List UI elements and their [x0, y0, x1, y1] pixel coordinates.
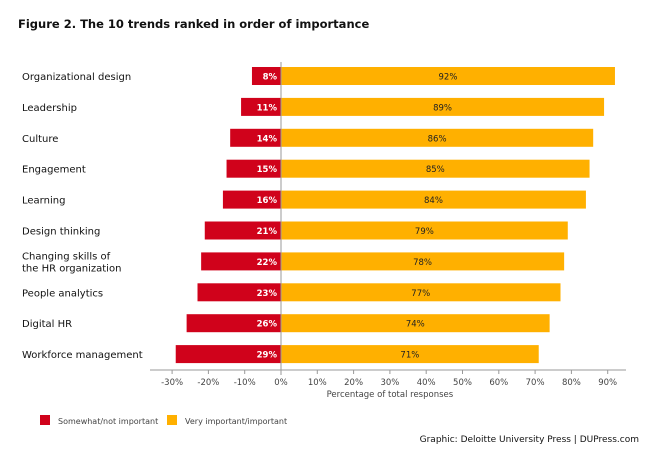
x-tick-label: -30% [161, 378, 183, 388]
bar-positive [281, 67, 615, 85]
bar-negative [251, 67, 281, 85]
bar-negative [204, 221, 281, 240]
credit: Graphic: Deloitte University Press | DUP… [419, 435, 639, 445]
value-label: 15% [257, 165, 278, 175]
value-label: 86% [428, 134, 447, 144]
category-label: Culture [22, 134, 58, 145]
x-tick-label: -10% [234, 378, 256, 388]
value-label: 26% [257, 320, 278, 330]
value-label: 89% [433, 103, 452, 113]
value-label: 16% [257, 196, 278, 206]
x-tick-label: 60% [489, 378, 508, 388]
bar-positive [281, 190, 586, 209]
x-tick-label: -20% [197, 378, 219, 388]
x-tick-label: 90% [598, 378, 617, 388]
value-label: 22% [257, 258, 278, 268]
bar-negative [186, 314, 281, 333]
x-tick-label: 50% [453, 378, 472, 388]
legend-label: Somewhat/not important [58, 417, 158, 426]
category-label: Organizational design [22, 72, 131, 83]
value-label: 29% [257, 351, 278, 361]
value-label: 23% [257, 289, 278, 299]
category-label: Leadership [22, 103, 77, 114]
value-label: 77% [411, 289, 430, 299]
bar-positive [281, 283, 561, 302]
x-tick-label: 80% [562, 378, 581, 388]
value-label: 11% [257, 103, 278, 113]
bar-positive [281, 97, 605, 116]
x-tick-label: 70% [526, 378, 545, 388]
bar-negative [226, 159, 281, 178]
legend-swatch [167, 415, 177, 425]
x-tick-label: 20% [344, 378, 363, 388]
value-label: 79% [415, 227, 434, 237]
value-label: 85% [426, 165, 445, 175]
bar-negative [222, 190, 281, 209]
bar-negative [241, 97, 281, 116]
bar-positive [281, 252, 565, 271]
bar-positive [281, 314, 550, 333]
bar-negative [201, 252, 281, 271]
bar-positive [281, 159, 590, 178]
value-label: 8% [263, 73, 278, 83]
value-label: 78% [413, 258, 432, 268]
bar-positive [281, 345, 539, 364]
category-label: Learning [22, 196, 65, 207]
category-label: Digital HR [22, 319, 72, 330]
category-label: Workforce management [22, 350, 143, 361]
value-label: 71% [400, 351, 419, 361]
value-label: 84% [424, 196, 443, 206]
legend-swatch [40, 415, 50, 425]
x-axis-label: Percentage of total responses [327, 390, 454, 400]
value-label: 21% [257, 227, 278, 237]
bar-negative [175, 345, 281, 364]
value-label: 74% [406, 320, 425, 330]
bar-positive [281, 221, 568, 240]
bar-positive [281, 128, 594, 147]
category-label: People analytics [22, 288, 103, 299]
category-label: Engagement [22, 165, 86, 176]
x-tick-label: 10% [308, 378, 327, 388]
x-tick-label: 40% [417, 378, 436, 388]
category-label: Changing skills of the HR organization [22, 251, 121, 274]
value-label: 14% [257, 134, 278, 144]
x-tick-label: 30% [380, 378, 399, 388]
bar-negative [197, 283, 281, 302]
category-label: Design thinking [22, 227, 100, 238]
value-label: 92% [439, 73, 458, 83]
x-tick-label: 0% [274, 378, 288, 388]
legend-label: Very important/important [185, 417, 287, 426]
bar-negative [230, 128, 281, 147]
chart-title: Figure 2. The 10 trends ranked in order … [18, 17, 370, 31]
